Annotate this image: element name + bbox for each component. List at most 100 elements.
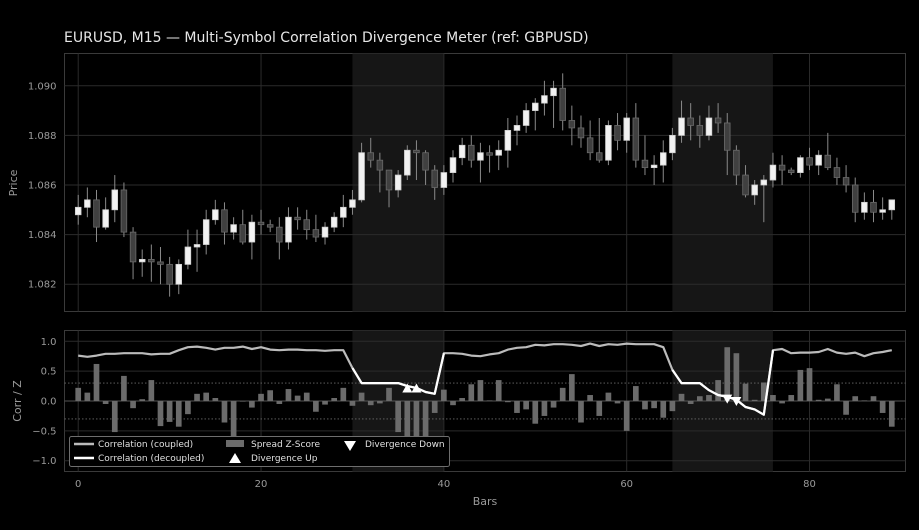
candle-bull <box>248 221 256 243</box>
price-axis-label: Price <box>7 169 20 196</box>
zscore-bar <box>815 399 822 401</box>
zscore-bar <box>760 382 767 401</box>
divergence-down-marker <box>731 397 742 406</box>
zscore-bar <box>779 401 785 404</box>
zscore-bar <box>770 395 776 401</box>
zscore-bar <box>724 347 731 401</box>
candle-bull <box>184 246 192 265</box>
zscore-bar <box>495 380 502 401</box>
zscore-bar <box>678 393 685 401</box>
candle-bull <box>751 184 758 196</box>
legend-coupled-label: Correlation (coupled) <box>98 440 193 450</box>
candle-bear <box>842 177 850 186</box>
candle-bear <box>687 117 694 126</box>
candle-bull <box>84 199 91 208</box>
candle-bull <box>349 199 356 208</box>
price-tick-label: 1.082 <box>28 280 57 291</box>
zscore-bar <box>861 400 868 401</box>
zscore-bar <box>623 401 630 431</box>
candle-bear <box>486 152 493 156</box>
candle-bear <box>148 259 155 263</box>
zscore-bar <box>175 401 182 427</box>
divergence-up-marker <box>402 383 413 393</box>
candle-bear <box>239 224 246 243</box>
candle-bull <box>504 130 512 151</box>
zscore-bar <box>148 380 155 401</box>
zscore-bar <box>230 401 237 439</box>
zscore-bar <box>696 396 703 401</box>
candle-bull <box>111 189 119 211</box>
zscore-bar <box>733 353 740 401</box>
zscore-bar <box>843 401 849 415</box>
zscore-bar <box>249 401 255 408</box>
candle-bull <box>321 226 329 238</box>
zscore-bar <box>834 384 840 401</box>
candle-bull <box>102 209 109 228</box>
candle-bull <box>513 125 521 131</box>
candle-bull <box>193 244 201 248</box>
zscore-bar <box>331 398 338 401</box>
zscore-bar <box>166 401 173 422</box>
legend-down-marker-icon <box>344 441 356 451</box>
candle-bull <box>285 216 292 243</box>
candle-bull <box>522 110 530 126</box>
zscore-bar <box>102 401 109 404</box>
zscore-bar <box>605 392 612 401</box>
zscore-bar <box>532 401 539 424</box>
bars-axis-label: Bars <box>473 495 498 508</box>
candle-bear <box>568 120 576 129</box>
zscore-bar <box>879 401 886 413</box>
candle-bear <box>157 261 164 265</box>
candle-bull <box>477 152 484 161</box>
zscore-bar <box>194 393 200 401</box>
candle-bull <box>797 157 804 173</box>
zscore-bar <box>614 401 621 404</box>
candle-bull <box>532 102 539 111</box>
zscore-bar <box>514 401 520 413</box>
zscore-bar <box>404 401 411 445</box>
corr-axis-label: Corr / Z <box>11 380 24 422</box>
correlation-panel <box>64 330 906 472</box>
candle-bull <box>888 199 896 211</box>
zscore-bar <box>239 401 246 402</box>
zscore-bar <box>806 368 813 401</box>
candle-bear <box>787 169 795 173</box>
zscore-bar <box>450 401 456 406</box>
divergence-down-marker <box>722 394 733 404</box>
candle-bull <box>550 87 557 97</box>
zscore-bar <box>559 387 566 401</box>
corr-tick-label: 0.5 <box>41 367 57 378</box>
zscore-bar <box>267 390 274 401</box>
bars-tick-label: 80 <box>803 479 816 490</box>
candle-bull <box>605 125 612 161</box>
zscore-bar <box>550 401 557 408</box>
zscore-bar <box>888 401 895 427</box>
zscore-bar <box>395 401 401 433</box>
candle-bear <box>596 152 603 161</box>
zscore-bar <box>422 401 429 439</box>
candle-bear <box>641 159 649 169</box>
zscore-bar <box>111 401 118 433</box>
zscore-bar <box>322 401 328 405</box>
zscore-bar <box>541 401 548 416</box>
zscore-bar <box>715 380 721 401</box>
zscore-bar <box>632 386 639 401</box>
legend-box <box>69 436 450 467</box>
candle-bear <box>93 199 100 228</box>
bars-tick-label: 40 <box>437 479 450 490</box>
candle-bear <box>824 154 832 169</box>
corr-tick-label: −1.0 <box>32 456 56 467</box>
candle-bull <box>769 164 777 181</box>
candle-bull <box>495 149 502 156</box>
zscore-bar <box>367 401 374 406</box>
candle-bear <box>266 224 274 228</box>
zscore-bar <box>185 401 191 415</box>
candle-bull <box>340 206 347 218</box>
candle-bull <box>669 134 676 154</box>
zscore-bar <box>788 395 795 401</box>
bars-tick-label: 0 <box>75 479 81 490</box>
candle-bear <box>714 117 722 124</box>
zscore-bar <box>75 387 82 401</box>
candle-bear <box>833 167 841 178</box>
zscore-bar <box>505 401 511 403</box>
